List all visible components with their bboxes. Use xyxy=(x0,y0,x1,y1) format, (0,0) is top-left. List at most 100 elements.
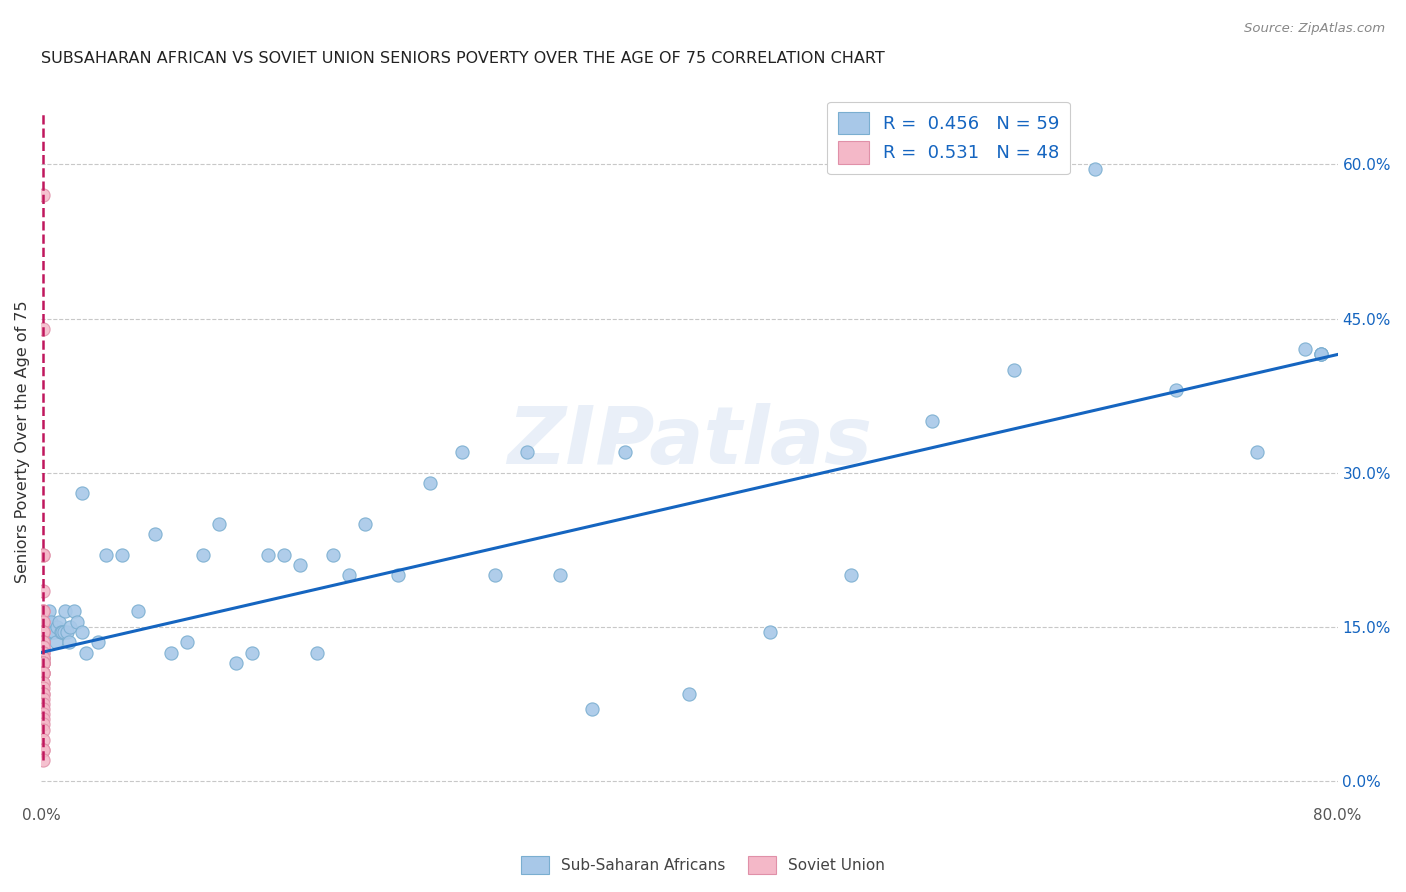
Point xyxy=(31,604,53,618)
Point xyxy=(46,620,69,634)
Point xyxy=(31,743,53,757)
Point xyxy=(31,691,53,706)
Text: SUBSAHARAN AFRICAN VS SOVIET UNION SENIORS POVERTY OVER THE AGE OF 75 CORRELATIO: SUBSAHARAN AFRICAN VS SOVIET UNION SENIO… xyxy=(41,51,884,66)
Point xyxy=(31,635,53,649)
Point xyxy=(451,445,474,459)
Point xyxy=(31,656,53,670)
Point xyxy=(31,650,53,665)
Point xyxy=(305,646,328,660)
Point xyxy=(31,707,53,722)
Point xyxy=(41,624,63,639)
Point xyxy=(70,486,93,500)
Point xyxy=(31,697,53,711)
Point xyxy=(31,656,53,670)
Point xyxy=(31,615,53,629)
Point xyxy=(51,624,73,639)
Point xyxy=(48,615,70,629)
Point xyxy=(273,548,295,562)
Point xyxy=(31,702,53,716)
Point xyxy=(31,583,53,598)
Point xyxy=(176,635,198,649)
Point xyxy=(1002,363,1025,377)
Point xyxy=(37,615,59,629)
Point xyxy=(31,687,53,701)
Point xyxy=(613,445,636,459)
Point xyxy=(841,568,863,582)
Point xyxy=(31,646,53,660)
Point xyxy=(55,604,77,618)
Point xyxy=(111,548,134,562)
Point xyxy=(31,712,53,726)
Point xyxy=(516,445,538,459)
Point xyxy=(42,624,65,639)
Point xyxy=(419,475,441,490)
Point xyxy=(31,624,53,639)
Point xyxy=(31,624,53,639)
Point xyxy=(31,322,53,336)
Point xyxy=(678,687,700,701)
Text: Source: ZipAtlas.com: Source: ZipAtlas.com xyxy=(1244,22,1385,36)
Point xyxy=(31,650,53,665)
Point xyxy=(31,666,53,681)
Point xyxy=(208,516,231,531)
Point xyxy=(31,624,53,639)
Y-axis label: Seniors Poverty Over the Age of 75: Seniors Poverty Over the Age of 75 xyxy=(15,301,30,583)
Point xyxy=(1310,347,1333,361)
Point xyxy=(35,624,58,639)
Point xyxy=(94,548,117,562)
Point xyxy=(31,635,53,649)
Point xyxy=(484,568,506,582)
Text: ZIPatlas: ZIPatlas xyxy=(508,403,872,481)
Point xyxy=(31,604,53,618)
Point xyxy=(31,676,53,690)
Point xyxy=(354,516,377,531)
Point xyxy=(127,604,149,618)
Point xyxy=(56,624,79,639)
Point xyxy=(257,548,280,562)
Point xyxy=(31,188,53,202)
Point xyxy=(31,666,53,681)
Point xyxy=(337,568,360,582)
Point xyxy=(31,723,53,737)
Point xyxy=(87,635,110,649)
Point xyxy=(1310,347,1333,361)
Point xyxy=(31,687,53,701)
Point xyxy=(1164,384,1187,398)
Point xyxy=(31,650,53,665)
Point xyxy=(49,624,72,639)
Point xyxy=(31,743,53,757)
Point xyxy=(143,527,166,541)
Point xyxy=(31,656,53,670)
Point xyxy=(62,604,84,618)
Point xyxy=(159,646,181,660)
Point xyxy=(31,681,53,696)
Point xyxy=(31,656,53,670)
Point xyxy=(290,558,312,573)
Point xyxy=(921,414,943,428)
Point xyxy=(58,635,80,649)
Point xyxy=(225,656,247,670)
Point xyxy=(76,646,98,660)
Point xyxy=(70,624,93,639)
Point xyxy=(31,548,53,562)
Point xyxy=(31,676,53,690)
Point xyxy=(31,717,53,731)
Point xyxy=(31,666,53,681)
Point xyxy=(31,732,53,747)
Point xyxy=(31,635,53,649)
Point xyxy=(31,753,53,767)
Point xyxy=(59,620,82,634)
Point xyxy=(322,548,344,562)
Point xyxy=(31,615,53,629)
Point xyxy=(31,650,53,665)
Point xyxy=(1083,162,1105,177)
Point xyxy=(66,615,89,629)
Point xyxy=(759,624,782,639)
Point xyxy=(581,702,603,716)
Point xyxy=(193,548,215,562)
Point xyxy=(31,656,53,670)
Point xyxy=(39,615,62,629)
Point xyxy=(31,640,53,655)
Point xyxy=(38,604,60,618)
Point xyxy=(548,568,571,582)
